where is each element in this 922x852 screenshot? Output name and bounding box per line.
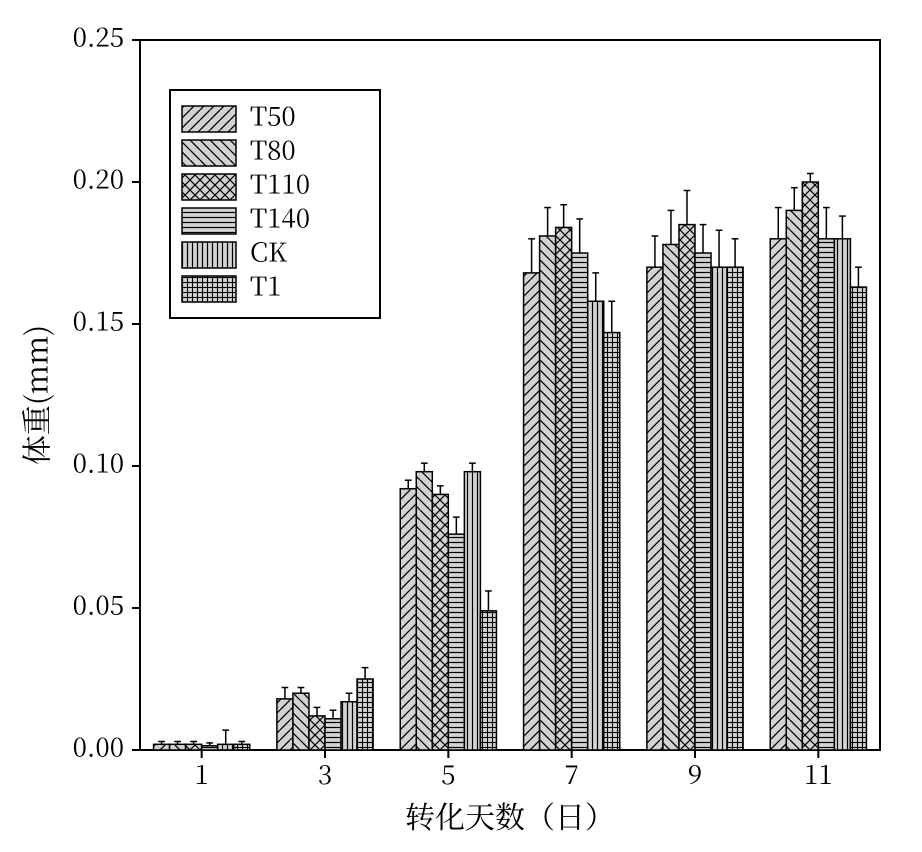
bar-T1 (234, 744, 250, 750)
bar-CK (218, 744, 234, 750)
bar-T80 (540, 236, 556, 750)
bar-CK (464, 472, 480, 750)
bar-T80 (663, 244, 679, 750)
bar-CK (588, 301, 604, 750)
bar-T110 (679, 225, 695, 750)
legend-label-CK: CK (250, 233, 288, 270)
y-tick-label: 0.20 (73, 160, 124, 197)
bar-T140 (448, 534, 464, 750)
bar-T80 (293, 693, 309, 750)
legend-swatch-T1 (182, 276, 236, 302)
bar-CK (711, 267, 727, 750)
bar-T110 (556, 227, 572, 750)
bar-T50 (400, 489, 416, 750)
weight-bar-chart: 0.00 0.05 0.10 0.15 0.20 0.25 体重(mm) 1 3 5 7 9 11 转化天… (0, 0, 922, 852)
bar-T1 (727, 267, 743, 750)
bar-T80 (416, 472, 432, 750)
bar-T140 (202, 746, 218, 750)
bar-T50 (154, 744, 170, 750)
legend-label-T1: T1 (250, 267, 281, 304)
legend-swatch-T110 (182, 174, 236, 200)
bar-T50 (277, 699, 293, 750)
bar-T140 (818, 239, 834, 750)
y-tick-label: 0.00 (73, 728, 124, 765)
x-tick-label: 7 (565, 755, 579, 792)
bar-CK (341, 702, 357, 750)
legend-label-T50: T50 (250, 97, 296, 134)
bar-T1 (604, 333, 620, 750)
bar-T1 (850, 287, 866, 750)
x-tick-label: 5 (441, 755, 455, 792)
y-axis-label: 体重(mm) (13, 325, 57, 465)
bar-CK (834, 239, 850, 750)
legend-label-T140: T140 (250, 199, 310, 236)
bar-T80 (786, 210, 802, 750)
y-tick-label: 0.25 (73, 18, 124, 55)
bar-T50 (524, 273, 540, 750)
x-tick-label: 3 (318, 755, 332, 792)
bar-T140 (695, 253, 711, 750)
x-tick-label: 1 (195, 755, 209, 792)
x-tick-label: 11 (804, 755, 833, 792)
x-axis-label: 转化天数（日） (405, 793, 615, 837)
legend-swatch-CK (182, 242, 236, 268)
bar-T140 (572, 253, 588, 750)
x-tick-label: 9 (688, 755, 702, 792)
bar-T140 (325, 719, 341, 750)
y-tick-label: 0.10 (73, 444, 124, 481)
legend-swatch-T80 (182, 140, 236, 166)
bar-T110 (432, 494, 448, 750)
legend-label-T110: T110 (250, 165, 310, 202)
bar-T110 (309, 716, 325, 750)
y-tick-label: 0.15 (73, 302, 124, 339)
bar-T1 (357, 679, 373, 750)
y-tick-label: 0.05 (73, 586, 124, 623)
legend-label-T80: T80 (250, 131, 296, 168)
legend-swatch-T50 (182, 106, 236, 132)
bar-T110 (802, 182, 818, 750)
bar-T50 (647, 267, 663, 750)
bar-T50 (770, 239, 786, 750)
bar-T1 (480, 611, 496, 750)
bar-T110 (186, 744, 202, 750)
bar-T80 (170, 744, 186, 750)
legend-swatch-T140 (182, 208, 236, 234)
